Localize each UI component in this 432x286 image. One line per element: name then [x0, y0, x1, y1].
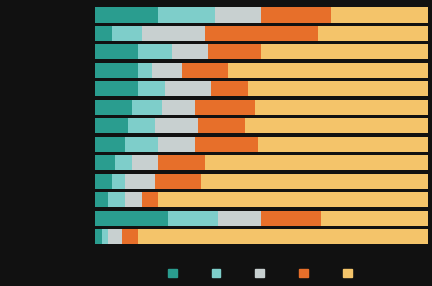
Bar	[261, 44, 428, 59]
Bar	[321, 211, 428, 226]
Bar	[198, 118, 245, 133]
Bar	[158, 137, 195, 152]
Bar	[195, 100, 255, 115]
Bar	[215, 7, 261, 23]
Bar	[102, 229, 108, 244]
Bar	[111, 26, 142, 41]
Bar	[142, 192, 158, 207]
Bar	[172, 44, 208, 59]
Bar	[142, 26, 205, 41]
Bar	[95, 100, 132, 115]
Bar	[261, 7, 331, 23]
Bar	[195, 137, 258, 152]
Bar	[125, 174, 155, 189]
Bar	[158, 7, 215, 23]
Bar	[155, 118, 198, 133]
Bar	[95, 118, 128, 133]
Bar	[132, 155, 158, 170]
Bar	[108, 229, 122, 244]
Bar	[95, 26, 111, 41]
Bar	[125, 137, 158, 152]
Bar	[255, 100, 428, 115]
Bar	[152, 63, 181, 78]
Bar	[261, 211, 321, 226]
Bar	[205, 155, 428, 170]
Bar	[165, 81, 212, 96]
Bar	[212, 81, 248, 96]
Bar	[158, 155, 205, 170]
Bar	[155, 174, 201, 189]
Bar	[138, 63, 152, 78]
Bar	[125, 192, 142, 207]
Bar	[95, 192, 108, 207]
Bar	[201, 174, 428, 189]
Bar	[218, 211, 261, 226]
Bar	[95, 229, 102, 244]
Bar	[95, 63, 138, 78]
Bar	[228, 63, 428, 78]
Bar	[132, 100, 162, 115]
Bar	[258, 137, 428, 152]
Bar	[138, 81, 165, 96]
Bar	[331, 7, 428, 23]
Bar	[245, 118, 428, 133]
Bar	[122, 229, 138, 244]
Bar	[115, 155, 132, 170]
Bar	[95, 155, 115, 170]
Bar	[95, 211, 168, 226]
Bar	[318, 26, 428, 41]
Bar	[95, 44, 138, 59]
Bar	[208, 44, 261, 59]
Bar	[95, 7, 158, 23]
Bar	[138, 44, 172, 59]
Bar	[162, 100, 195, 115]
Bar	[181, 63, 228, 78]
Bar	[138, 229, 428, 244]
Bar	[128, 118, 155, 133]
Bar	[95, 81, 138, 96]
Bar	[158, 192, 428, 207]
Bar	[95, 137, 125, 152]
Bar	[108, 192, 125, 207]
Bar	[248, 81, 428, 96]
Legend: , , , , : , , , ,	[168, 268, 359, 278]
Bar	[205, 26, 318, 41]
Bar	[95, 174, 111, 189]
Bar	[111, 174, 125, 189]
Bar	[168, 211, 218, 226]
